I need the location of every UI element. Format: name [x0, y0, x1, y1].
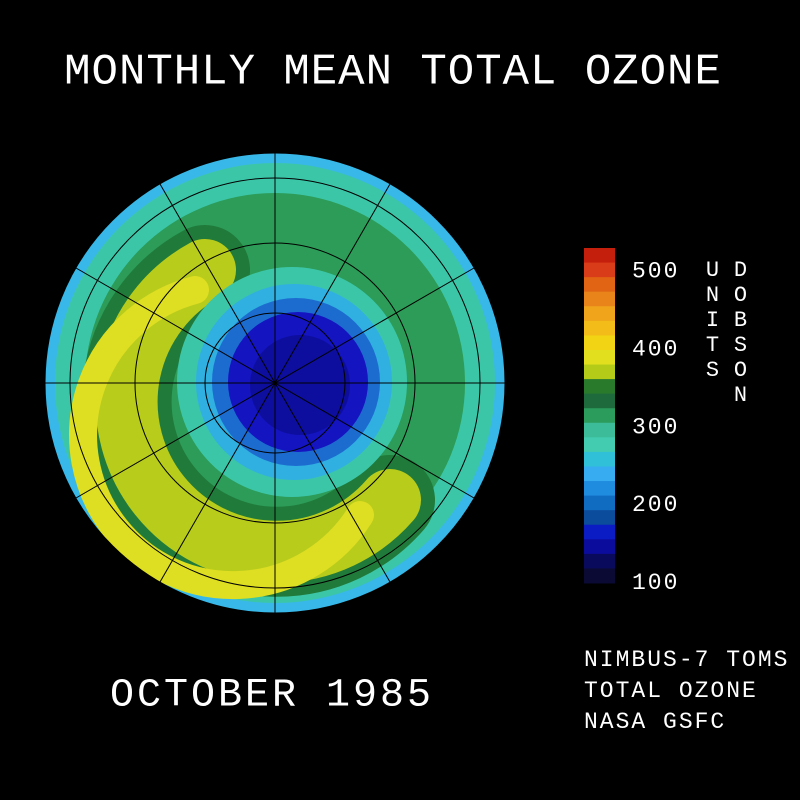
colorbar-tick-label: 300 — [632, 414, 679, 440]
colorbar-band — [584, 408, 615, 424]
map-outline — [44, 152, 506, 614]
credit: NASA GSFC — [584, 709, 726, 735]
colorbar-band — [584, 568, 615, 584]
title: MONTHLY MEAN TOTAL OZONE — [64, 48, 722, 98]
colorbar: 100 200 300 400 500 — [584, 248, 679, 596]
colorbar-band — [584, 306, 615, 322]
colorbar-band — [584, 451, 615, 467]
polar-map — [45, 153, 505, 613]
colorbar-band — [584, 553, 615, 569]
colorbar-band — [584, 466, 615, 482]
colorbar-band — [584, 248, 615, 264]
colorbar-band — [584, 291, 615, 307]
graticule — [45, 153, 505, 613]
colorbar-tick-label: 100 — [632, 570, 679, 596]
colorbar-band — [584, 524, 615, 540]
colorbar-band — [584, 335, 615, 351]
colorbar-band — [584, 277, 615, 293]
colorbar-band — [584, 393, 615, 409]
colorbar-band — [584, 539, 615, 555]
colorbar-band — [584, 364, 615, 380]
colorbar-band — [584, 422, 615, 438]
colorbar-tick-label: 400 — [632, 336, 679, 362]
colorbar-label: DOBSON UNITS — [700, 258, 753, 408]
colorbar-band — [584, 481, 615, 497]
date: OCTOBER 1985 — [110, 674, 434, 719]
map-band — [69, 276, 374, 600]
colorbar-band — [584, 510, 615, 526]
colorbar-band — [584, 320, 615, 336]
colorbar-band — [584, 379, 615, 395]
colorbar-tick-label: 200 — [632, 492, 679, 518]
colorbar-band — [584, 437, 615, 453]
credit: TOTAL OZONE — [584, 678, 758, 704]
colorbar-tick-label: 500 — [632, 258, 679, 284]
credit: NIMBUS-7 TOMS — [584, 647, 789, 673]
colorbar-band — [584, 349, 615, 366]
colorbar-band — [584, 495, 615, 511]
colorbar-band — [584, 262, 615, 278]
